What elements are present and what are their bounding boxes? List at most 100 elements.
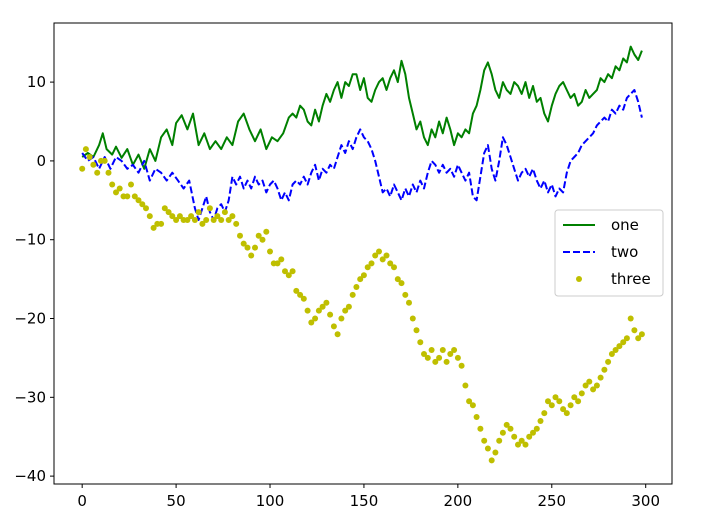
point-three-146 [627, 315, 634, 322]
point-three-1 [82, 146, 89, 153]
point-three-119 [526, 433, 533, 440]
point-three-111 [496, 437, 503, 444]
point-three-135 [586, 378, 593, 385]
point-three-143 [616, 343, 623, 350]
point-three-26 [176, 213, 183, 220]
point-three-92 [424, 354, 431, 361]
legend-label-one: one [611, 216, 639, 234]
point-three-32 [199, 220, 206, 227]
point-three-59 [300, 295, 307, 302]
point-three-10 [116, 185, 123, 192]
point-three-120 [530, 429, 536, 436]
point-three-89 [413, 327, 420, 334]
plot-frame [53, 22, 673, 485]
point-three-80 [379, 256, 386, 263]
point-three-62 [312, 315, 319, 322]
point-three-18 [146, 213, 153, 220]
point-three-40 [229, 213, 236, 220]
point-three-132 [575, 398, 582, 405]
point-three-60 [304, 307, 311, 314]
x-tick-label-0: 0 [77, 492, 87, 510]
point-three-93 [428, 347, 435, 353]
legend-marker-three [576, 276, 582, 282]
point-three-6 [101, 157, 108, 164]
point-three-81 [383, 252, 390, 259]
point-three-127 [556, 398, 563, 405]
point-three-97 [443, 358, 450, 365]
point-three-82 [387, 260, 394, 267]
point-three-106 [477, 425, 484, 432]
point-three-35 [210, 217, 217, 223]
plot-layer [79, 45, 645, 464]
point-three-54 [282, 268, 288, 275]
point-three-104 [469, 402, 476, 409]
point-three-133 [578, 390, 585, 397]
point-three-58 [297, 291, 304, 298]
point-three-99 [451, 347, 458, 353]
point-three-121 [533, 425, 540, 432]
point-three-42 [237, 232, 243, 239]
point-three-36 [214, 213, 221, 220]
point-three-95 [436, 354, 443, 361]
point-three-141 [608, 351, 615, 357]
legend-box [554, 209, 664, 297]
point-three-123 [541, 410, 548, 417]
y-tick-label-0: 0 [36, 152, 46, 170]
point-three-52 [274, 260, 281, 267]
point-three-44 [244, 244, 251, 251]
point-three-25 [173, 217, 180, 223]
point-three-74 [357, 276, 364, 283]
point-three-64 [319, 303, 326, 310]
point-three-22 [161, 205, 168, 212]
legend-label-two: two [611, 243, 638, 261]
point-three-72 [349, 291, 356, 298]
x-tick-label-150: 150 [350, 492, 379, 510]
point-three-76 [364, 264, 371, 271]
point-three-12 [124, 193, 131, 200]
point-three-91 [421, 351, 427, 357]
point-three-16 [139, 201, 146, 208]
point-three-101 [458, 362, 465, 369]
y-tick-label--40: −40 [14, 467, 46, 485]
point-three-69 [338, 315, 345, 322]
y-tick-label--20: −20 [14, 310, 46, 328]
axis-layer: 0 50 100 150 200 250 300 −40 −30 −20 −10 0 10 [14, 73, 660, 510]
point-three-68 [334, 331, 341, 338]
point-three-109 [488, 457, 495, 464]
point-three-73 [353, 284, 360, 290]
point-three-94 [432, 358, 439, 365]
point-three-140 [605, 358, 612, 365]
point-three-88 [409, 315, 416, 322]
point-three-113 [503, 421, 510, 428]
x-tick-label-50: 50 [167, 492, 186, 510]
point-three-87 [406, 299, 412, 306]
point-three-9 [113, 189, 119, 196]
point-three-45 [248, 252, 255, 259]
point-three-103 [466, 398, 473, 405]
point-three-107 [481, 437, 488, 444]
point-three-130 [567, 402, 574, 409]
series-two-line [81, 89, 643, 221]
point-three-29 [188, 213, 195, 220]
point-three-122 [537, 418, 544, 424]
x-tick-label-300: 300 [631, 492, 660, 510]
y-tick-label--10: −10 [14, 231, 46, 249]
point-three-49 [263, 228, 270, 235]
point-three-17 [143, 205, 149, 212]
point-three-102 [462, 382, 469, 389]
point-three-84 [394, 276, 401, 283]
point-three-63 [315, 307, 322, 314]
point-three-149 [638, 331, 645, 338]
point-three-137 [593, 382, 600, 389]
point-three-4 [94, 169, 101, 176]
point-three-148 [635, 335, 642, 342]
point-three-48 [259, 236, 266, 243]
point-three-105 [473, 414, 480, 420]
point-three-86 [402, 291, 409, 298]
point-three-57 [293, 287, 300, 294]
point-three-108 [484, 445, 491, 452]
point-three-50 [267, 248, 273, 255]
point-three-2 [86, 154, 93, 160]
point-three-115 [511, 433, 518, 440]
point-three-38 [221, 209, 228, 216]
